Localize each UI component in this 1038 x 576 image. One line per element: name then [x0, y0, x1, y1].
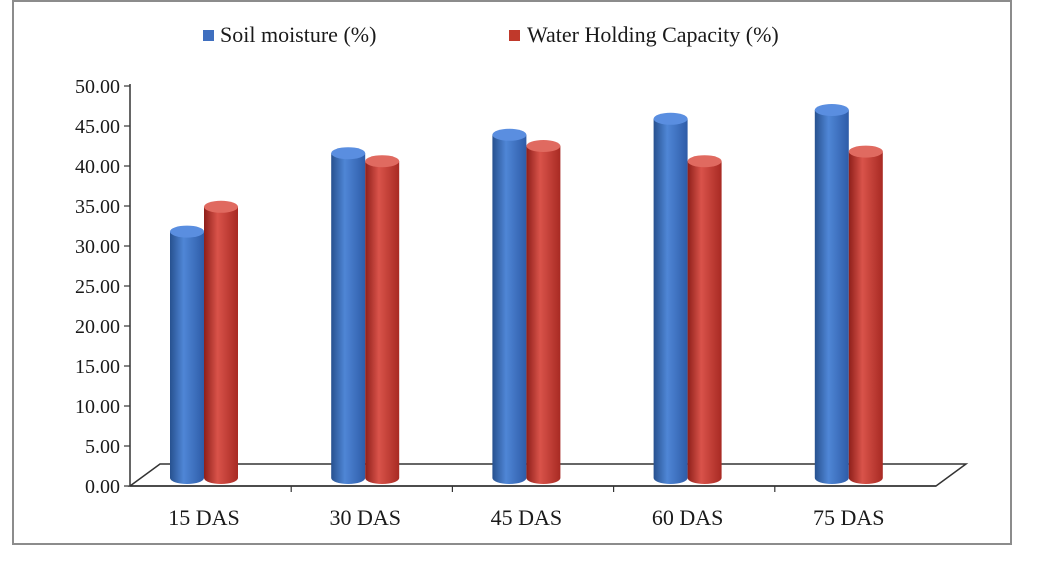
bar-top	[814, 104, 849, 116]
bar-top	[848, 145, 883, 158]
y-tick-label: 20.00	[75, 316, 120, 338]
bar	[848, 145, 883, 485]
bar	[204, 200, 238, 485]
y-tick-label: 0.00	[85, 476, 120, 498]
y-tick-label: 5.00	[85, 436, 120, 458]
bar-group	[170, 104, 883, 485]
y-tick-label: 35.00	[75, 196, 120, 218]
legend-swatch-soil-moisture	[203, 30, 214, 41]
x-tick-label: 45 DAS	[491, 505, 563, 530]
bar-top	[492, 128, 527, 141]
x-axis-ticks: 15 DAS 30 DAS 45 DAS 60 DAS 75 DAS	[168, 486, 885, 530]
bar	[526, 140, 561, 484]
bar-top	[687, 155, 722, 168]
bar	[331, 147, 366, 485]
bar	[814, 104, 849, 485]
bar	[492, 128, 527, 485]
bar	[170, 225, 204, 484]
bar	[653, 112, 688, 485]
bar-body	[814, 110, 849, 485]
y-tick-label: 45.00	[75, 116, 120, 138]
bar-top	[653, 112, 688, 125]
bar-top	[204, 200, 238, 213]
bar-body	[331, 153, 366, 485]
bar-top	[170, 225, 204, 238]
y-tick-label: 50.00	[75, 76, 120, 98]
x-tick-label: 60 DAS	[652, 505, 724, 530]
bar	[365, 155, 400, 485]
bar-body	[848, 151, 883, 485]
legend-swatch-water-holding-capacity	[509, 30, 520, 41]
bar-top	[331, 147, 366, 160]
y-tick-label: 30.00	[75, 236, 120, 258]
y-tick-label: 10.00	[75, 396, 120, 418]
bar-top	[526, 140, 561, 152]
bar-body	[687, 161, 722, 485]
legend: Soil moisture (%) Water Holding Capacity…	[203, 22, 779, 47]
y-tick-label: 40.00	[75, 156, 120, 178]
legend-label-water-holding-capacity: Water Holding Capacity (%)	[527, 22, 779, 47]
bar-body	[526, 146, 561, 484]
x-tick-label: 75 DAS	[813, 505, 885, 530]
bar-body	[653, 118, 688, 485]
legend-label-soil-moisture: Soil moisture (%)	[220, 22, 376, 47]
y-tick-label: 15.00	[75, 356, 120, 378]
bar-top	[365, 155, 400, 168]
bar	[687, 155, 722, 485]
bar-body	[170, 231, 204, 484]
x-tick-label: 30 DAS	[329, 505, 401, 530]
bar-body	[492, 134, 527, 485]
y-tick-label: 25.00	[75, 276, 120, 298]
y-axis-ticks: 0.00 5.00 10.00 15.00 20.00 25.00 30.00 35.00 40…	[75, 76, 130, 498]
bar-body	[204, 206, 238, 485]
bar-body	[365, 161, 400, 485]
x-tick-label: 15 DAS	[168, 505, 240, 530]
